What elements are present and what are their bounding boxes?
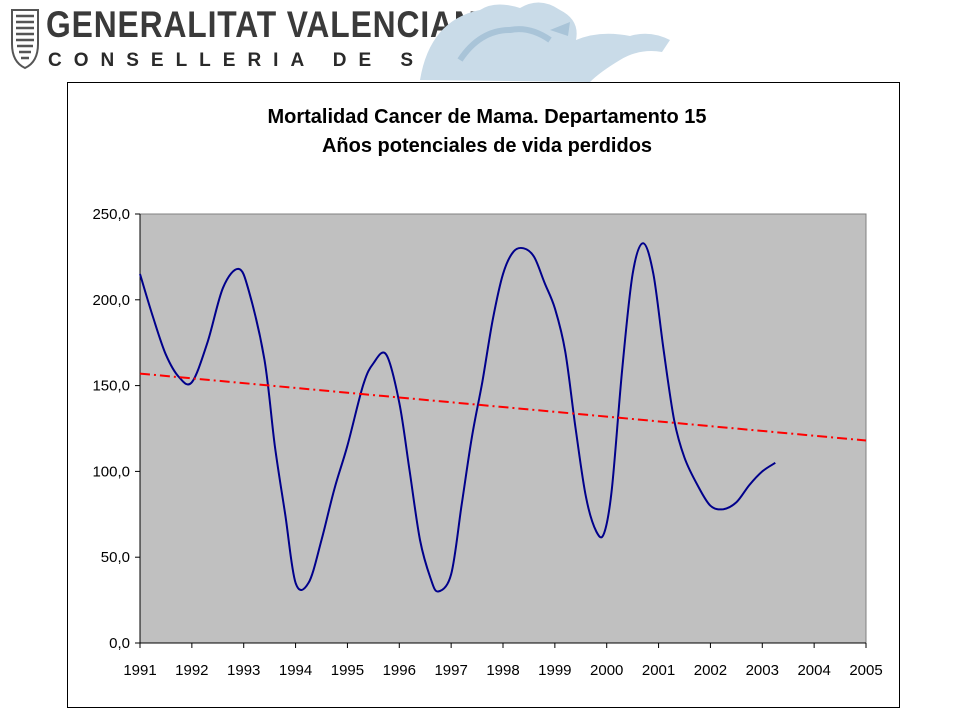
plot-area [139,213,867,644]
valencia-shield-icon [11,9,39,70]
chart-title-line1: Mortalidad Cancer de Mama. Departamento … [267,106,706,128]
brand-title: GENERALITAT VALENCIANA [46,4,502,45]
x-tick-label: 1996 [383,662,416,679]
x-tick-label: 1991 [123,662,156,679]
bat-emblem-icon [420,2,670,82]
x-tick-label: 1997 [434,662,467,679]
x-tick-label: 1998 [486,662,519,679]
x-tick-label: 2003 [746,662,779,679]
x-tick-label: 2004 [797,662,830,679]
y-tick-label: 250,0 [92,206,130,223]
x-tick-label: 2005 [849,662,882,679]
chart: Mortalidad Cancer de Mama. Departamento … [92,106,882,679]
chart-title-line2: Años potenciales de vida perdidos [322,135,652,157]
x-tick-label: 1992 [175,662,208,679]
y-tick-label: 200,0 [92,292,130,309]
y-tick-label: 0,0 [109,635,130,652]
x-tick-label: 2000 [590,662,623,679]
x-tick-label: 1994 [279,662,312,679]
x-tick-label: 1995 [331,662,364,679]
trend-line [139,372,867,442]
x-tick-label: 2001 [642,662,675,679]
y-tick-label: 50,0 [101,549,130,566]
series-line [139,242,776,593]
header: GENERALITAT VALENCIANA CONSELLERIA DE SA… [0,0,960,82]
x-tick-label: 1999 [538,662,571,679]
y-tick-label: 150,0 [92,378,130,395]
x-tick-label: 1993 [227,662,260,679]
y-tick-label: 100,0 [92,463,130,480]
chart-frame: Mortalidad Cancer de Mama. Departamento … [67,82,900,708]
x-tick-label: 2002 [694,662,727,679]
